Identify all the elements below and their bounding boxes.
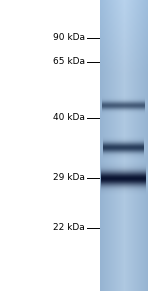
- Text: 22 kDa: 22 kDa: [53, 223, 85, 233]
- Text: 29 kDa: 29 kDa: [53, 173, 85, 182]
- Text: 90 kDa: 90 kDa: [53, 33, 85, 42]
- Text: 40 kDa: 40 kDa: [53, 113, 85, 123]
- Text: 65 kDa: 65 kDa: [53, 58, 85, 67]
